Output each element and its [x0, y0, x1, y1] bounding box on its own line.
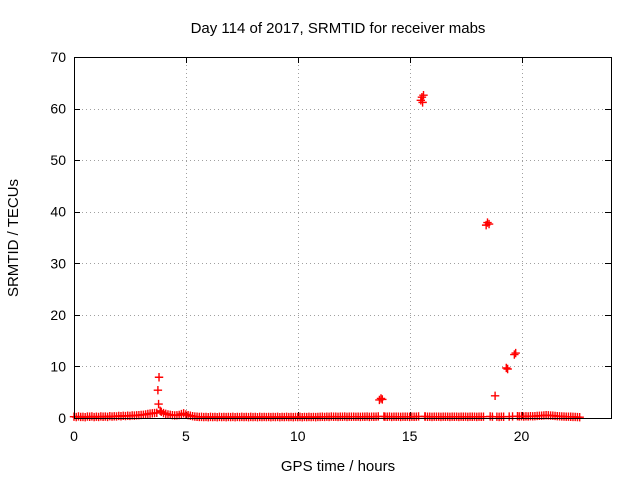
data-point — [153, 385, 163, 395]
plot-frame — [74, 57, 612, 419]
data-point — [419, 90, 428, 100]
data-point — [154, 399, 163, 409]
y-tick-label: 50 — [50, 152, 66, 168]
chart-title: Day 114 of 2017, SRMTID for receiver mab… — [191, 20, 486, 37]
grid-lines — [74, 57, 611, 418]
data-point — [378, 395, 387, 404]
data-point — [503, 364, 512, 374]
x-tick-label: 10 — [290, 428, 306, 444]
data-point — [418, 98, 427, 107]
y-tick-label: 60 — [50, 101, 66, 117]
y-tick-label: 10 — [50, 358, 66, 374]
x-axis-label: GPS time / hours — [281, 458, 395, 475]
data-point — [484, 219, 494, 229]
data-point — [511, 348, 520, 358]
y-tick-label: 30 — [50, 255, 66, 271]
data-point — [154, 373, 164, 382]
data-points — [69, 90, 584, 422]
data-point — [510, 350, 519, 359]
data-point — [502, 363, 511, 373]
x-tick-label: 15 — [402, 428, 418, 444]
y-tick-label: 70 — [50, 49, 66, 65]
x-tick-label: 5 — [182, 428, 190, 444]
axis-tick-labels: 0 5 10 15 20 0 10 20 30 40 50 60 70 — [50, 49, 529, 444]
y-tick-label: 0 — [58, 410, 66, 426]
data-point — [575, 412, 584, 422]
y-tick-label: 40 — [50, 204, 66, 220]
x-tick-label: 20 — [514, 428, 530, 444]
x-tick-label: 0 — [70, 428, 78, 444]
y-axis-label: SRMTID / TECUs — [5, 179, 22, 297]
data-point — [483, 218, 492, 227]
data-point — [490, 391, 500, 401]
y-tick-label: 20 — [50, 307, 66, 323]
data-point — [376, 394, 386, 403]
